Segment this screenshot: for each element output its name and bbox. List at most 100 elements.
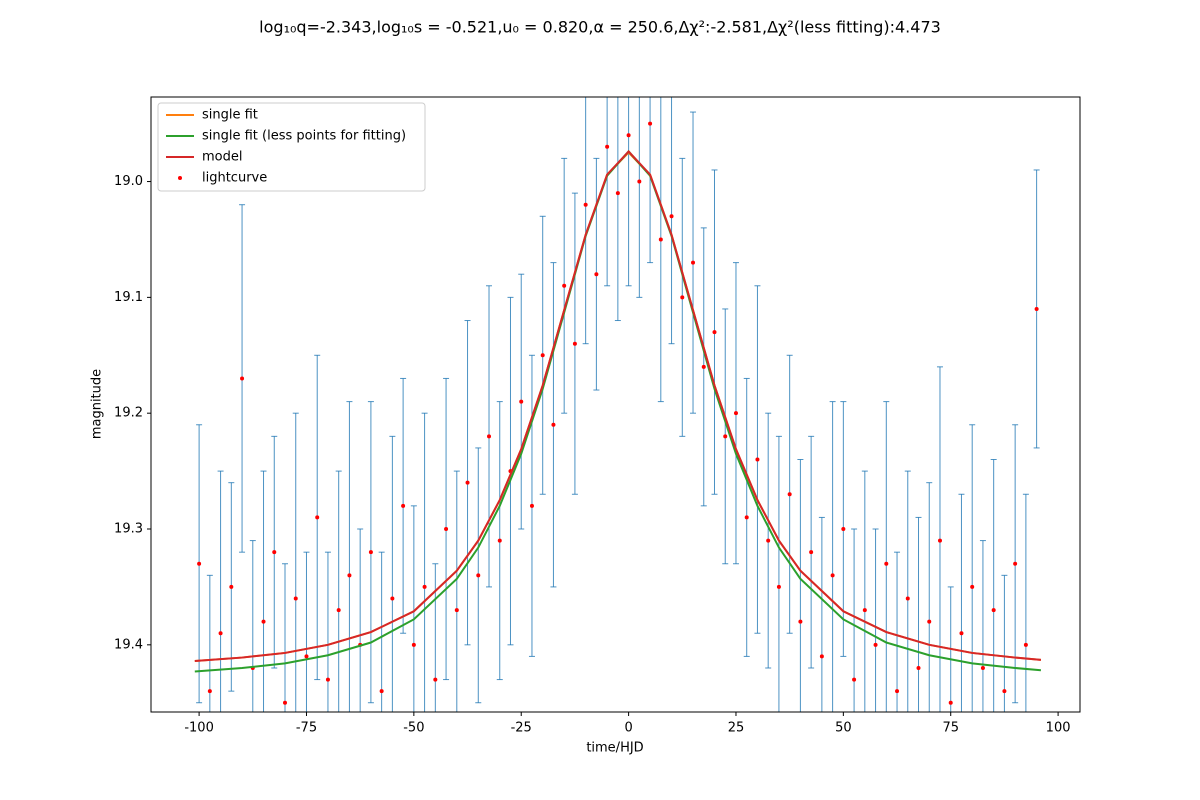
data-point — [519, 399, 524, 404]
data-point — [562, 283, 567, 288]
y-tick-label: 19.0 — [114, 174, 143, 189]
data-point — [207, 689, 212, 694]
data-point — [379, 689, 384, 694]
data-point — [283, 700, 288, 705]
legend-label: lightcurve — [202, 171, 267, 186]
data-point — [240, 376, 245, 381]
data-point — [304, 654, 309, 659]
data-point — [948, 700, 953, 705]
data-point — [433, 677, 438, 682]
data-point — [830, 573, 835, 578]
data-point — [959, 631, 964, 636]
error-bar — [206, 574, 213, 712]
data-point — [809, 550, 814, 555]
y-axis-label: magnitude — [90, 369, 105, 439]
data-point — [787, 492, 792, 497]
data-point — [862, 608, 867, 613]
data-point — [937, 538, 942, 543]
data-point — [766, 538, 771, 543]
legend-label: model — [202, 150, 242, 165]
legend-label: single fit — [202, 108, 258, 123]
error-bar — [378, 551, 385, 712]
legend-swatch — [178, 176, 182, 180]
data-point — [551, 422, 556, 427]
error-bar — [324, 551, 331, 712]
data-point — [744, 515, 749, 520]
data-point — [776, 584, 781, 589]
data-point — [272, 550, 277, 555]
data-point — [218, 631, 223, 636]
data-point — [691, 260, 696, 265]
data-point — [325, 677, 330, 682]
legend: single fit single fit (less points for fi… — [157, 102, 426, 192]
data-point — [798, 619, 803, 624]
y-tick-label: 19.4 — [114, 637, 143, 652]
x-tick-label: -25 — [511, 721, 532, 736]
data-point — [347, 573, 352, 578]
data-point — [637, 179, 642, 184]
data-point — [497, 538, 502, 543]
data-point — [594, 272, 599, 277]
error-bar — [647, 97, 654, 264]
data-point — [197, 561, 202, 566]
x-tick-label: -100 — [184, 721, 214, 736]
data-point — [895, 689, 900, 694]
data-point — [465, 480, 470, 485]
error-bar — [1001, 574, 1008, 712]
data-point — [411, 642, 416, 647]
chart-title: log₁₀q=-2.343,log₁₀s = -0.521,u₀ = 0.820… — [259, 18, 941, 37]
data-point — [873, 642, 878, 647]
data-point — [626, 133, 631, 138]
data-point — [572, 341, 577, 346]
data-point — [390, 596, 395, 601]
x-axis-label: time/HJD — [586, 741, 643, 756]
error-bar — [894, 551, 901, 712]
error-bar — [282, 563, 289, 712]
data-point — [476, 573, 481, 578]
data-point — [1034, 306, 1039, 311]
data-point — [1013, 561, 1018, 566]
error-bar — [851, 528, 858, 712]
data-point — [841, 527, 846, 532]
data-point — [487, 434, 492, 439]
data-point — [540, 353, 545, 358]
data-point — [229, 584, 234, 589]
fit-line — [194, 149, 1042, 663]
legend-box — [157, 102, 426, 192]
data-point — [648, 121, 653, 126]
data-point — [368, 550, 373, 555]
data-point — [583, 202, 588, 207]
data-point — [1002, 689, 1007, 694]
data-point — [422, 584, 427, 589]
data-point — [723, 434, 728, 439]
x-tick-label: 0 — [624, 721, 632, 736]
data-point — [658, 237, 663, 242]
data-point — [733, 411, 738, 416]
x-tick-label: 75 — [942, 721, 959, 736]
error-bar — [625, 97, 632, 287]
data-point — [615, 191, 620, 196]
data-point — [884, 561, 889, 566]
data-point — [336, 608, 341, 613]
legend-label: single fit (less points for fitting) — [202, 129, 406, 144]
axes-frame — [150, 96, 1081, 713]
data-point — [991, 608, 996, 613]
error-bar — [915, 516, 922, 712]
x-tick-label: -75 — [296, 721, 317, 736]
data-point — [454, 608, 459, 613]
data-point — [916, 665, 921, 670]
data-point — [680, 295, 685, 300]
x-tick-label: 100 — [1046, 721, 1071, 736]
data-point — [401, 503, 406, 508]
data-point — [669, 214, 674, 219]
x-tick-label: 25 — [728, 721, 745, 736]
data-point — [819, 654, 824, 659]
data-point — [852, 677, 857, 682]
data-point — [1023, 642, 1028, 647]
data-point — [529, 503, 534, 508]
data-point — [605, 144, 610, 149]
y-tick-label: 19.3 — [114, 522, 143, 537]
data-point — [970, 584, 975, 589]
x-tick-label: 50 — [835, 721, 852, 736]
